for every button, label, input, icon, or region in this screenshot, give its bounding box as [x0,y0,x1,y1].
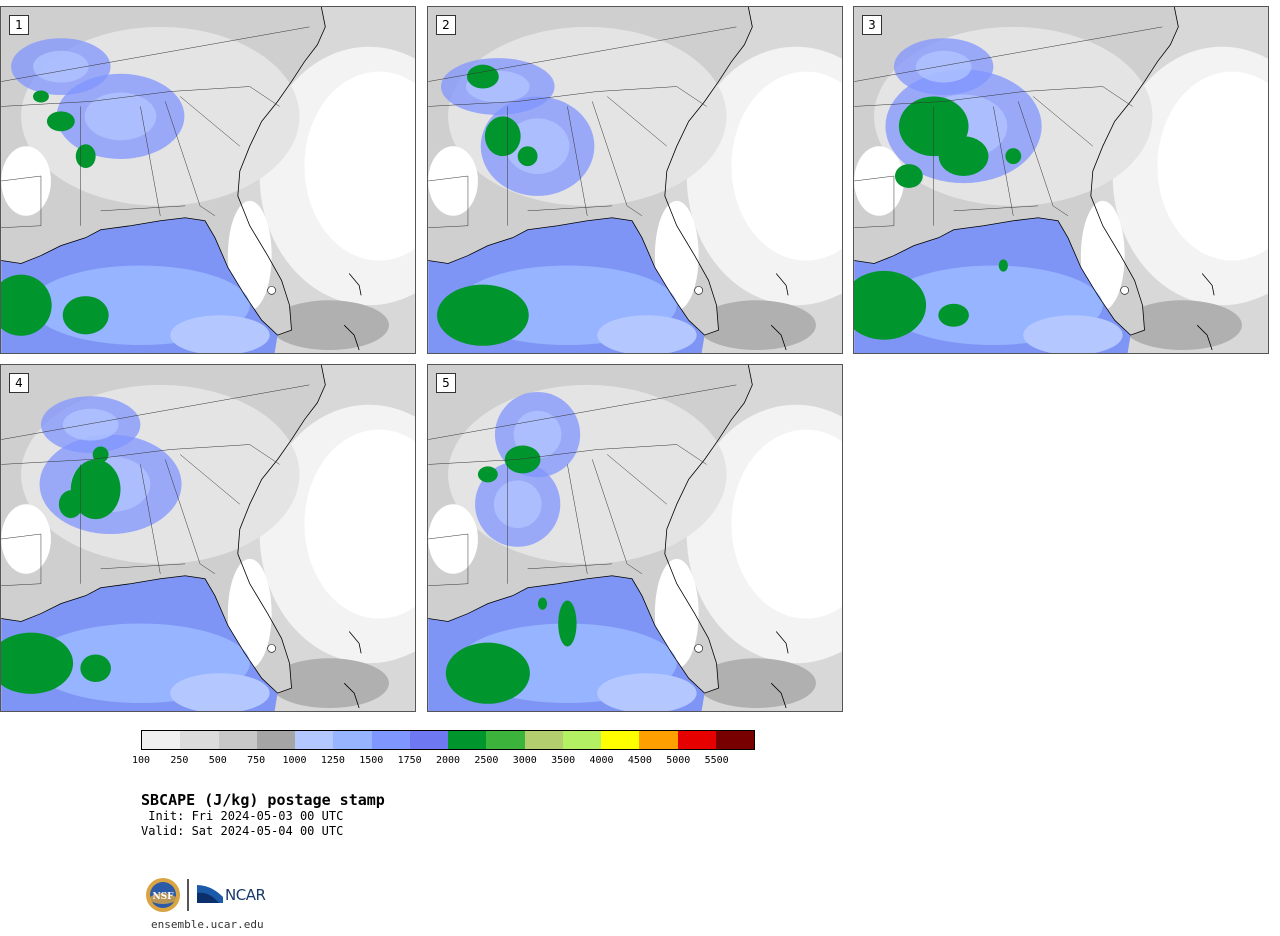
colorbar-tick-label: 4000 [589,755,614,766]
colorbar-tick-label: 2000 [435,755,461,766]
panel-label-1: 1 [9,15,29,35]
colorbar-segment [562,731,601,749]
colorbar-segment [256,731,295,749]
map-panel-1: 1 [0,6,416,354]
colorbar-segment [371,731,410,749]
sbcape-map-3 [854,7,1268,353]
map-panel-3: 3 [853,6,1269,354]
panel-label-5: 5 [436,373,456,393]
panel-label-2: 2 [436,15,456,35]
ncar-logo-text: NCAR [225,886,266,904]
colorbar-segment [601,731,640,749]
site-url: ensemble.ucar.edu [151,918,264,931]
ncar-logo-mark [197,885,223,903]
colorbar-ticks: 100 250 500 750 1000 1250 1500 1750 2000 2500 3000… [132,755,755,771]
sbcape-map-1 [1,7,415,353]
colorbar-segment [715,731,754,749]
colorbar-segment [677,731,716,749]
logo-divider [187,879,189,911]
colorbar-tick-label: 750 [247,755,266,766]
colorbar-tick-label: 5000 [666,755,691,766]
colorbar-tick-label: 1000 [282,755,307,766]
colorbar-tick-label: 1250 [320,755,345,766]
colorbar-tick-label: 5500 [704,755,729,766]
colorbar-tick-label: 100 [131,755,151,766]
colorbar-segment [333,731,372,749]
valid-time: Valid: Sat 2024-05-04 00 UTC [141,824,344,838]
colorbar-segment [486,731,525,749]
sbcape-map-2 [428,7,842,353]
colorbar-segment [448,731,487,749]
init-time: Init: Fri 2024-05-03 00 UTC [141,809,344,823]
colorbar-tick-label: 3500 [551,755,576,766]
colorbar-segment [409,731,448,749]
sbcape-colorbar [141,730,755,750]
map-panel-5: 5 [427,364,843,712]
colorbar-tick-label: 250 [170,755,189,766]
colorbar-segment [218,731,257,749]
chart-title: SBCAPE (J/kg) postage stamp [141,791,385,809]
panel-label-3: 3 [862,15,882,35]
svg-text:NSF: NSF [152,892,174,902]
map-panel-2: 2 [427,6,843,354]
colorbar-segment [639,731,678,749]
colorbar-segment [295,731,334,749]
colorbar-tick-label: 4500 [627,755,652,766]
colorbar-tick-label: 2500 [474,755,499,766]
colorbar-tick-label: 1500 [359,755,384,766]
colorbar-segment [142,731,181,749]
colorbar-tick-label: 500 [208,755,227,766]
colorbar-segment [524,731,563,749]
colorbar-segment [180,731,219,749]
colorbar-tick-label: 1750 [397,755,422,766]
logo-area: NSF NCAR [145,877,285,917]
sbcape-map-5 [428,365,842,711]
panel-label-4: 4 [9,373,29,393]
map-panel-4: 4 [0,364,416,712]
colorbar-tick-label: 3000 [512,755,537,766]
nsf-logo: NSF [146,878,180,912]
sbcape-map-4 [1,365,415,711]
